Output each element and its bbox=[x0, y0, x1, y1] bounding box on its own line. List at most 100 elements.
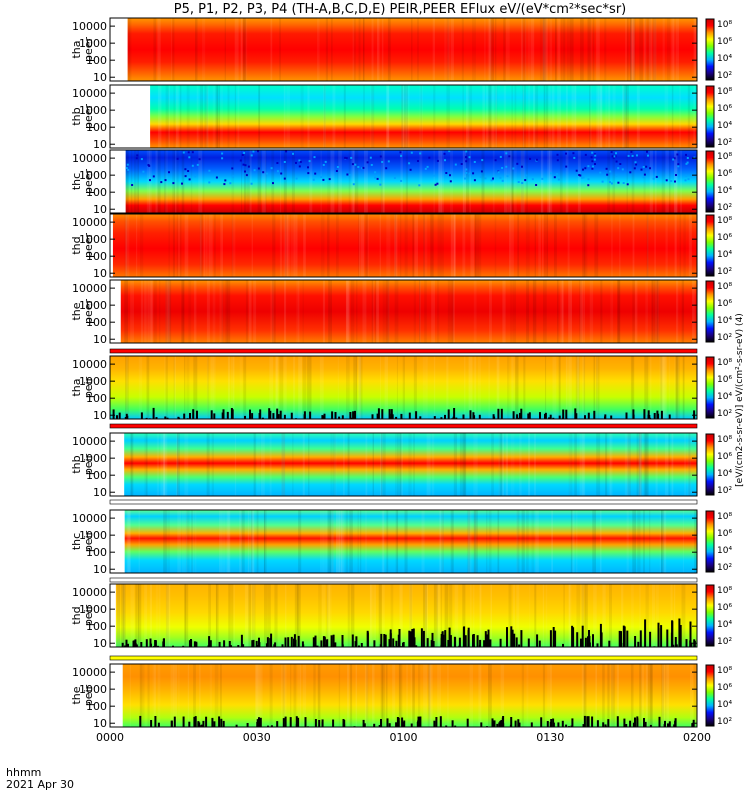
separator-bar bbox=[109, 499, 698, 505]
colorbar-tick-label: 10⁴ bbox=[717, 620, 732, 630]
panel-thb-peer: 10000 1000 100 10 thb peer 10⁸ 10⁶ 10⁴ 10² bbox=[70, 84, 732, 151]
colorbar-tick-label: 10² bbox=[717, 138, 732, 148]
y-tick-label: 100 bbox=[86, 392, 107, 405]
y-tick-label: 1000 bbox=[79, 299, 107, 312]
colorbar-tick-label: 10⁴ bbox=[717, 186, 732, 196]
colorbar-tick-label: 10⁸ bbox=[717, 512, 732, 522]
colorbar bbox=[705, 356, 715, 419]
colorbar-tick-label: 10⁸ bbox=[717, 152, 732, 162]
colorbar-tick-label: 10² bbox=[717, 333, 732, 343]
y-tick-label: 100 bbox=[86, 700, 107, 713]
colorbar-tick-label: 10⁶ bbox=[717, 299, 732, 309]
colorbar-tick-label: 10⁸ bbox=[717, 216, 732, 226]
panel-probe-label: thc bbox=[70, 533, 83, 550]
colorbar-tick-label: 10⁸ bbox=[717, 282, 732, 292]
y-tick-label: 100 bbox=[86, 316, 107, 329]
y-tick-label: 1000 bbox=[79, 233, 107, 246]
colorbar bbox=[705, 280, 715, 343]
x-tick-label: 0100 bbox=[390, 731, 418, 744]
y-tick-label: 10 bbox=[93, 409, 107, 422]
panel-species-label: peer bbox=[82, 299, 95, 325]
y-tick-label: 10000 bbox=[72, 435, 107, 448]
y-tick-label: 10 bbox=[93, 637, 107, 650]
panel-species-label: peer bbox=[82, 37, 95, 63]
panel-thc-peir: 10000 1000 100 10 thc peir 10⁸ 10⁶ 10⁴ 10² bbox=[70, 509, 732, 576]
y-tick-label: 100 bbox=[86, 469, 107, 482]
colorbar-tick-label: 10⁴ bbox=[717, 250, 732, 260]
colorbar bbox=[705, 214, 715, 277]
panel-probe-label: the bbox=[70, 302, 83, 320]
colorbar bbox=[705, 510, 715, 573]
y-tick-label: 100 bbox=[86, 546, 107, 559]
colorbar-tick-label: 10⁶ bbox=[717, 529, 732, 539]
y-tick-label: 10000 bbox=[72, 512, 107, 525]
y-tick-label: 10 bbox=[93, 333, 107, 346]
colorbar-tick-label: 10⁶ bbox=[717, 104, 732, 114]
colorbar-tick-label: 10⁶ bbox=[717, 683, 732, 693]
y-tick-label: 10 bbox=[93, 71, 107, 84]
y-tick-label: 1000 bbox=[79, 683, 107, 696]
spectrogram-thc-peer bbox=[125, 150, 698, 213]
x-tick-label: 0200 bbox=[683, 731, 711, 744]
y-tick-label: 10 bbox=[93, 138, 107, 151]
colorbar bbox=[705, 150, 715, 213]
y-tick-label: 1000 bbox=[79, 104, 107, 117]
panel-probe-label: tha bbox=[70, 378, 83, 396]
y-tick-label: 1000 bbox=[79, 37, 107, 50]
spectrogram-the-peer bbox=[120, 280, 698, 343]
x-tick-label: 0000 bbox=[96, 731, 124, 744]
y-tick-label: 100 bbox=[86, 121, 107, 134]
separator-bar bbox=[109, 577, 698, 583]
panel-thd-peer: 10000 1000 100 10 thd peer 10⁸ 10⁶ 10⁴ 10² bbox=[70, 213, 732, 280]
colorbar-tick-label: 10⁴ bbox=[717, 121, 732, 131]
panel-thb-peir: 10000 1000 100 10 thb peir 10⁸ 10⁶ 10⁴ 10² bbox=[70, 432, 732, 499]
colorbar-tick-label: 10⁸ bbox=[717, 435, 732, 445]
panel-probe-label: thd bbox=[70, 236, 83, 254]
colorbar-tick-label: 10⁸ bbox=[717, 666, 732, 676]
colorbar-tick-label: 10² bbox=[717, 717, 732, 727]
panel-species-label: peir bbox=[82, 453, 95, 475]
panel-tha-peer: 10000 1000 100 10 tha peer 10⁸ 10⁶ 10⁴ 10² bbox=[70, 17, 732, 84]
colorbar-tick-label: 10⁴ bbox=[717, 316, 732, 326]
colorbar bbox=[705, 584, 715, 647]
colorbar-tick-label: 10⁴ bbox=[717, 469, 732, 479]
panel-species-label: peer bbox=[82, 104, 95, 130]
colorbar-tick-label: 10² bbox=[717, 71, 732, 81]
panel-species-label: peer bbox=[82, 169, 95, 195]
panel-probe-label: the bbox=[70, 686, 83, 704]
y-tick-label: 10 bbox=[93, 717, 107, 730]
panel-probe-label: tha bbox=[70, 40, 83, 58]
colorbar-tick-label: 10⁴ bbox=[717, 54, 732, 64]
panel-tha-peir: 10000 1000 100 10 tha peir 10⁸ 10⁶ 10⁴ 10² bbox=[70, 355, 732, 422]
spectrogram-thb-peir bbox=[124, 433, 697, 496]
date-label: 2021 Apr 30 bbox=[6, 778, 75, 791]
x-tick-label: 0130 bbox=[536, 731, 564, 744]
y-tick-label: 10000 bbox=[72, 358, 107, 371]
panel-probe-label: thb bbox=[70, 455, 83, 473]
y-tick-label: 1000 bbox=[79, 603, 107, 616]
y-tick-label: 10000 bbox=[72, 216, 107, 229]
colorbar-tick-label: 10⁶ bbox=[717, 233, 732, 243]
panel-thd-peir: 10000 1000 100 10 thd peir 10⁸ 10⁶ 10⁴ 10² bbox=[70, 583, 732, 650]
spectrogram-thc-peir bbox=[124, 510, 698, 573]
y-tick-label: 10 bbox=[93, 486, 107, 499]
colorbar-tick-label: 10⁴ bbox=[717, 700, 732, 710]
y-tick-label: 10000 bbox=[72, 87, 107, 100]
y-tick-label: 10000 bbox=[72, 152, 107, 165]
y-tick-label: 10000 bbox=[72, 586, 107, 599]
spectrogram-tha-peir bbox=[110, 356, 698, 419]
panel-species-label: peir bbox=[82, 604, 95, 626]
y-tick-label: 10 bbox=[93, 203, 107, 216]
colorbar bbox=[705, 18, 715, 81]
colorbar-tick-label: 10⁶ bbox=[717, 169, 732, 179]
y-tick-label: 10000 bbox=[72, 20, 107, 33]
colorbar bbox=[705, 433, 715, 496]
panel-the-peer: 10000 1000 100 10 the peer 10⁸ 10⁶ 10⁴ 10² bbox=[70, 279, 732, 346]
colorbar-tick-label: 10⁶ bbox=[717, 603, 732, 613]
colorbar bbox=[705, 664, 715, 727]
separator-bar bbox=[109, 655, 698, 661]
colorbar-tick-label: 10² bbox=[717, 409, 732, 419]
panel-probe-label: thc bbox=[70, 173, 83, 190]
y-tick-label: 10 bbox=[93, 267, 107, 280]
